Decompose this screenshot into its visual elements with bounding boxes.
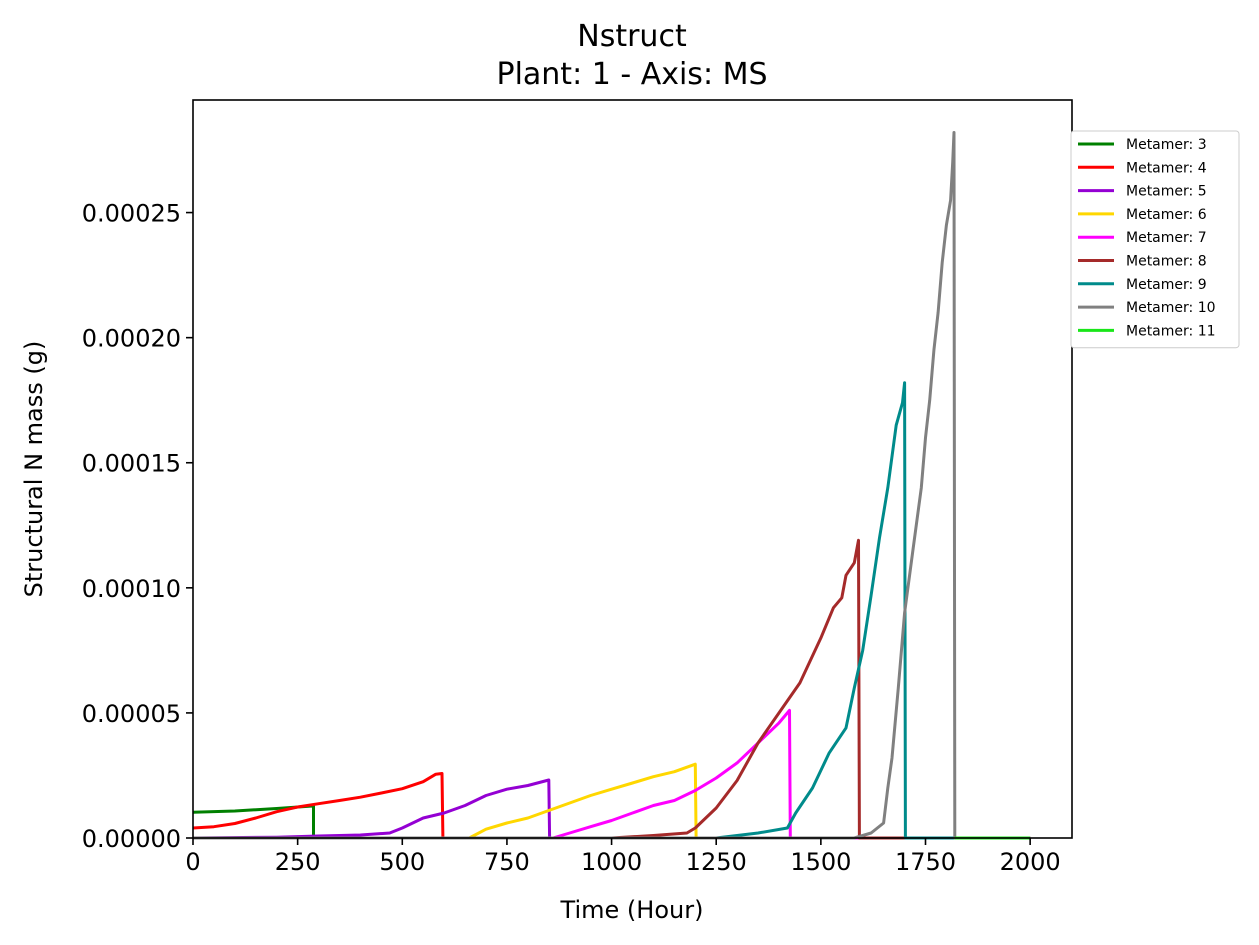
x-axis: 0 250 500 750 1000 1250 1500 1750 2000 bbox=[185, 838, 1061, 876]
legend-entry-label: Metamer: 9 bbox=[1126, 277, 1207, 293]
x-tick-label: 2000 bbox=[1000, 848, 1061, 876]
y-tick-label: 0.00020 bbox=[82, 325, 181, 353]
legend: Metamer: 3 Metamer: 4 Metamer: 5 Metamer: 6… bbox=[1070, 130, 1240, 349]
series-line-metamer-8 bbox=[193, 538, 1031, 840]
legend-entry-label: Metamer: 4 bbox=[1126, 160, 1207, 176]
legend-entry-label: Metamer: 6 bbox=[1126, 207, 1207, 223]
series-line-metamer-7 bbox=[193, 708, 1031, 840]
legend-entry-label: Metamer: 3 bbox=[1126, 137, 1207, 153]
y-tick-label: 0.00015 bbox=[82, 450, 181, 478]
series-layer bbox=[192, 131, 1031, 840]
x-tick-label: 0 bbox=[185, 848, 200, 876]
legend-box bbox=[1070, 130, 1240, 349]
y-axis: 0.00000 0.00005 0.00010 0.00015 0.00020 0.000… bbox=[82, 200, 193, 853]
legend-entry-label: Metamer: 8 bbox=[1126, 254, 1207, 270]
x-tick-label: 1000 bbox=[581, 848, 642, 876]
legend-entry-label: Metamer: 10 bbox=[1126, 300, 1216, 316]
x-tick-label: 1750 bbox=[895, 848, 956, 876]
series-line-metamer-10 bbox=[193, 131, 1031, 840]
y-tick-label: 0.00005 bbox=[82, 700, 181, 728]
x-axis-label: Time (Hour) bbox=[560, 896, 704, 924]
series-line-metamer-9 bbox=[193, 381, 1031, 840]
x-tick-label: 1250 bbox=[686, 848, 747, 876]
series-line-metamer-4 bbox=[192, 772, 1031, 840]
plot-frame bbox=[192, 99, 1073, 839]
y-tick-label: 0.00025 bbox=[82, 200, 181, 228]
x-tick-label: 500 bbox=[379, 848, 425, 876]
x-tick-label: 250 bbox=[275, 848, 321, 876]
y-tick-label: 0.00010 bbox=[82, 575, 181, 603]
chart-subtitle: Plant: 1 - Axis: MS bbox=[496, 57, 767, 92]
y-axis-label: Structural N mass (g) bbox=[20, 341, 48, 598]
x-tick-label: 1500 bbox=[790, 848, 851, 876]
y-tick-label: 0.00000 bbox=[82, 825, 181, 853]
legend-entry-label: Metamer: 11 bbox=[1126, 323, 1216, 339]
x-tick-label: 750 bbox=[484, 848, 530, 876]
legend-entry-label: Metamer: 5 bbox=[1126, 184, 1207, 200]
series-line-metamer-6 bbox=[193, 762, 1031, 840]
chart-title: Nstruct bbox=[577, 19, 687, 54]
series-line-metamer-5 bbox=[192, 778, 1031, 840]
legend-entry-label: Metamer: 7 bbox=[1126, 230, 1207, 246]
